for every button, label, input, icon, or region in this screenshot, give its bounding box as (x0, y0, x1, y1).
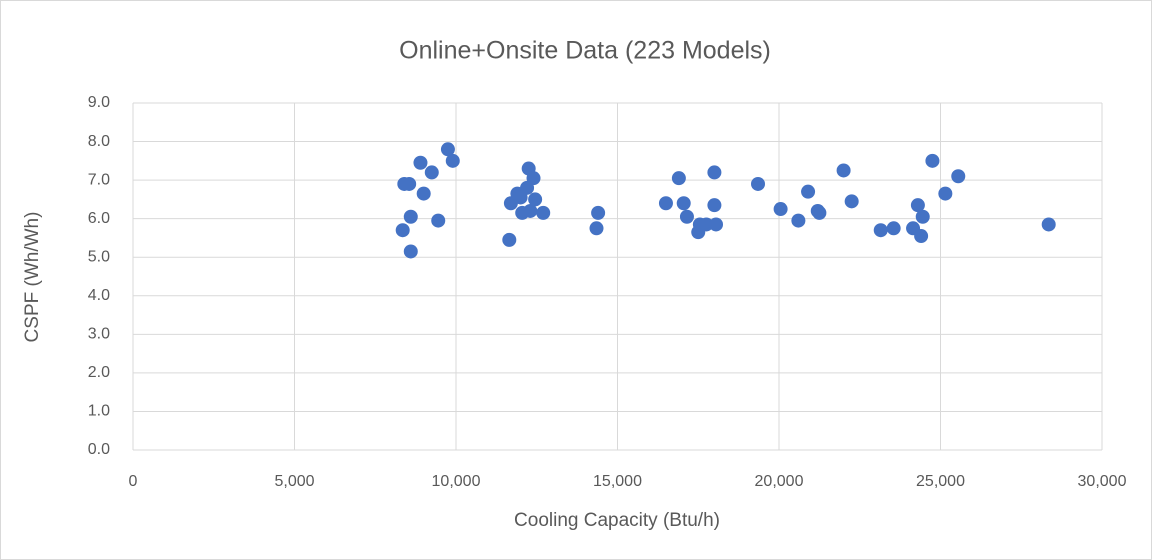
x-tick-label: 25,000 (916, 473, 965, 490)
x-tick-label: 30,000 (1078, 473, 1127, 490)
point (679, 209, 694, 224)
point (938, 186, 953, 201)
point (886, 221, 901, 236)
y-tick-label: 6.0 (88, 210, 110, 227)
y-tick-label: 0.0 (88, 441, 110, 458)
point (445, 153, 460, 168)
point (526, 171, 541, 186)
point (413, 155, 428, 170)
y-tick-label: 3.0 (88, 326, 110, 343)
point (523, 203, 538, 218)
point (709, 217, 724, 232)
point (676, 196, 691, 211)
y-tick-label: 5.0 (88, 248, 110, 265)
point (791, 213, 806, 228)
point (914, 229, 929, 244)
point (836, 163, 851, 178)
point (395, 223, 410, 238)
x-tick-label: 0 (129, 473, 138, 490)
point (671, 171, 686, 186)
point (707, 165, 722, 180)
x-tick-label: 10,000 (432, 473, 481, 490)
point (589, 221, 604, 236)
point (536, 205, 551, 220)
point (1041, 217, 1056, 232)
point (502, 232, 517, 247)
point (699, 217, 714, 232)
point (658, 196, 673, 211)
y-axis-title: CSPF (Wh/Wh) (22, 212, 43, 343)
y-tick-label: 2.0 (88, 364, 110, 381)
x-tick-label: 20,000 (755, 473, 804, 490)
point (431, 213, 446, 228)
point (591, 205, 606, 220)
point (812, 205, 827, 220)
x-axis-title: Cooling Capacity (Btu/h) (514, 510, 720, 531)
y-tick-label: 7.0 (88, 171, 110, 188)
y-tick-label: 1.0 (88, 403, 110, 420)
point (801, 184, 816, 199)
x-tick-label: 5,000 (274, 473, 314, 490)
point (751, 176, 766, 191)
point (773, 202, 788, 217)
point (844, 194, 859, 209)
point (915, 209, 930, 224)
point (951, 169, 966, 184)
point (403, 244, 418, 259)
chart-title: Online+Onsite Data (223 Models) (399, 37, 771, 65)
y-tick-label: 4.0 (88, 287, 110, 304)
point (402, 176, 417, 191)
point (424, 165, 439, 180)
y-tick-label: 8.0 (88, 133, 110, 150)
point (925, 153, 940, 168)
point (910, 198, 925, 213)
point (440, 142, 455, 157)
point (416, 186, 431, 201)
x-tick-label: 15,000 (593, 473, 642, 490)
point (528, 192, 543, 207)
point (403, 209, 418, 224)
point (707, 198, 722, 213)
y-tick-label: 9.0 (88, 94, 110, 111)
point (873, 223, 888, 238)
